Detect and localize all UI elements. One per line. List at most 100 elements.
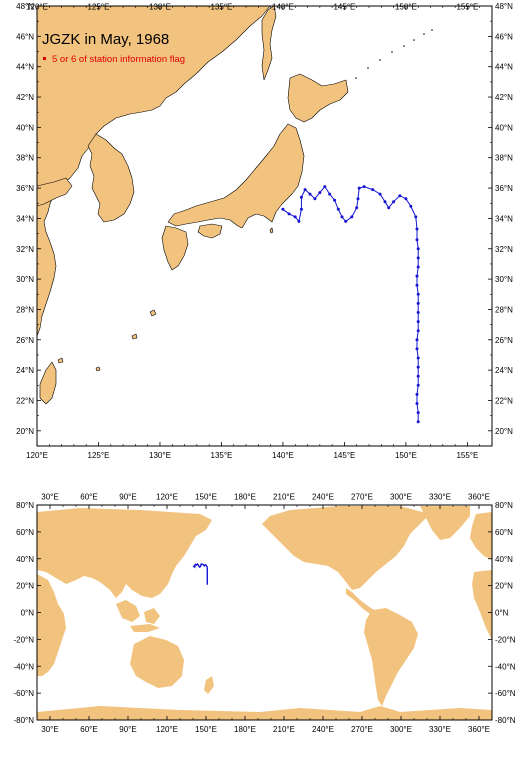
lon-tick-label-top: 125°E [88,3,110,12]
world-lat-label-right: 40°N [495,555,513,564]
track-point [415,227,419,231]
track-point [415,238,419,242]
regional-track [281,185,420,424]
lat-tick-label-right: 28°N [495,305,513,314]
japan-land [158,556,170,574]
track-point [350,215,354,219]
regional-map-legend: JGZK in May, 1968 5 or 6 of station info… [42,31,185,65]
lon-tick-label-top: 155°E [456,3,478,12]
lat-tick-label-right: 38°N [495,154,513,163]
shandong-land [37,177,73,207]
track-point [416,301,420,305]
track-point [414,215,418,219]
lat-tick-label-left: 34°N [16,214,34,223]
track-point [415,283,419,287]
lat-tick-label-left: 36°N [16,184,34,193]
world-lon-label-bottom: 120°E [156,725,178,734]
world-lon-label-top: 120°E [156,493,178,502]
lon-tick-label-bottom: 150°E [395,451,417,460]
lat-tick-label-right: 36°N [495,184,513,193]
world-lon-label-top: 240°E [312,493,334,502]
lat-tick-label-right: 48°N [495,2,513,11]
track-point [415,392,419,396]
lat-tick-label-right: 20°N [495,427,513,436]
lon-tick-label-bottom: 140°E [272,451,294,460]
lon-tick-label-bottom: 120°E [26,451,48,460]
central-america-land [346,588,374,614]
taiwan-land [39,361,57,405]
track-point [416,247,420,251]
world-map-ticks: 30°E 30°E 60°E 60°E 90°E 90°E 120°E 120°E 150°E 1… [13,493,515,734]
lon-tick-label-top: 145°E [333,3,355,12]
world-lon-label-top: 30°E [41,493,58,502]
track-point [416,329,420,333]
track-point [328,192,332,196]
track-point [416,292,420,296]
world-lat-label-left: -20°N [13,635,34,644]
track-point [416,356,420,360]
track-point [303,188,307,192]
legend-label: 5 or 6 of station information flag [52,54,185,65]
world-lon-label-top: 150°E [195,493,217,502]
regional-map: 120°E 120°E 125°E 125°E 130°E 130°E 135°E 135°E… [16,2,513,460]
lat-tick-label-left: 30°N [16,275,34,284]
track-point [398,194,402,198]
track-point [416,420,420,424]
world-lon-label-bottom: 30°E [41,725,58,734]
world-map: 30°E 30°E 60°E 60°E 90°E 90°E 120°E 120°E 150°E 1… [13,493,515,734]
antarctica-land [37,706,492,720]
world-lat-label-left: 20°N [16,582,34,591]
track-point [287,212,291,216]
world-lat-label-left: -80°N [13,716,34,725]
world-lon-label-bottom: 90°E [119,725,136,734]
world-lat-label-left: 80°N [16,501,34,510]
track-point [416,320,420,324]
track-point [415,347,419,351]
hokkaido-land [287,73,349,123]
world-lon-label-top: 360°E [468,493,490,502]
lat-tick-label-left: 48°N [16,2,34,11]
asia-mainland-land [37,6,271,337]
world-lon-label-bottom: 150°E [195,725,217,734]
track-point [371,188,375,192]
lon-tick-label-bottom: 125°E [88,451,110,460]
track-point [318,191,322,195]
ryukyu-islands [57,227,274,372]
world-lon-label-bottom: 210°E [273,725,295,734]
world-lon-label-bottom: 300°E [390,725,412,734]
track-point [281,207,285,211]
track-point [387,206,391,210]
world-lon-label-bottom: 270°E [351,725,373,734]
lon-tick-label-top: 150°E [395,3,417,12]
world-track-line [192,562,209,585]
lon-tick-label-top: 135°E [211,3,233,12]
lon-tick-label-top: 140°E [272,3,294,12]
west-africa-land [472,570,492,640]
world-lon-label-bottom: 360°E [468,725,490,734]
lon-tick-label-top: 130°E [149,3,171,12]
track-point [416,256,420,260]
greenland-land [420,506,470,540]
lat-tick-label-left: 32°N [16,245,34,254]
lat-tick-label-left: 20°N [16,427,34,436]
track-point [383,200,387,204]
world-lon-label-top: 330°E [429,493,451,502]
lat-tick-label-right: 24°N [495,366,513,375]
track-point [308,192,312,196]
track-point [416,365,420,369]
world-lon-label-top: 210°E [273,493,295,502]
world-lat-label-right: 20°N [495,582,513,591]
world-lat-label-left: -40°N [13,662,34,671]
track-point [416,311,420,314]
regional-map-frame [36,5,493,447]
track-point [416,374,420,378]
australia-land [130,636,184,688]
south-america-land [364,608,418,706]
kyushu-land [161,225,189,271]
africa-land [37,574,66,676]
track-point [416,411,420,415]
lat-tick-label-right: 44°N [495,63,513,72]
track-point [344,219,348,223]
world-lat-label-right: -20°N [495,635,516,644]
lat-tick-label-right: 22°N [495,396,513,405]
